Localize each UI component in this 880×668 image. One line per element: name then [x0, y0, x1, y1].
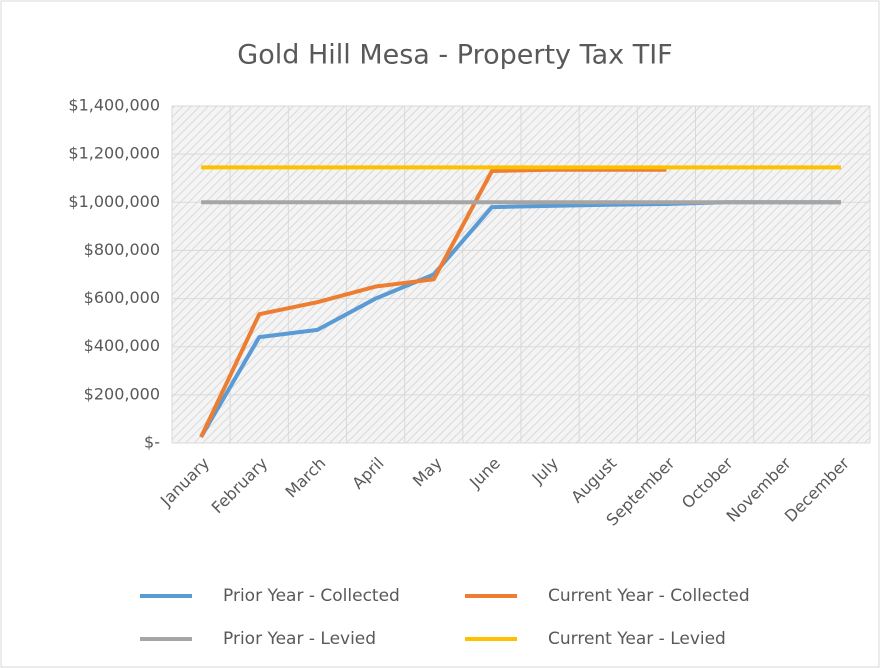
legend-label: Current Year - Collected: [548, 586, 750, 606]
y-tick-label: $-: [144, 433, 160, 452]
legend-label: Prior Year - Collected: [223, 586, 400, 606]
y-tick-label: $800,000: [84, 240, 160, 259]
series-line: [199, 167, 667, 438]
y-tick-label: $600,000: [84, 288, 160, 307]
y-tick-label: $1,400,000: [68, 96, 160, 115]
y-tick-label: $400,000: [84, 336, 160, 355]
y-tick-label: $1,200,000: [68, 144, 160, 163]
y-tick-label: $200,000: [84, 384, 160, 403]
legend-label: Current Year - Levied: [548, 629, 726, 649]
y-tick-label: $1,000,000: [68, 192, 160, 211]
legend-label: Prior Year - Levied: [223, 629, 376, 649]
chart-title: Gold Hill Mesa - Property Tax TIF: [237, 40, 672, 71]
